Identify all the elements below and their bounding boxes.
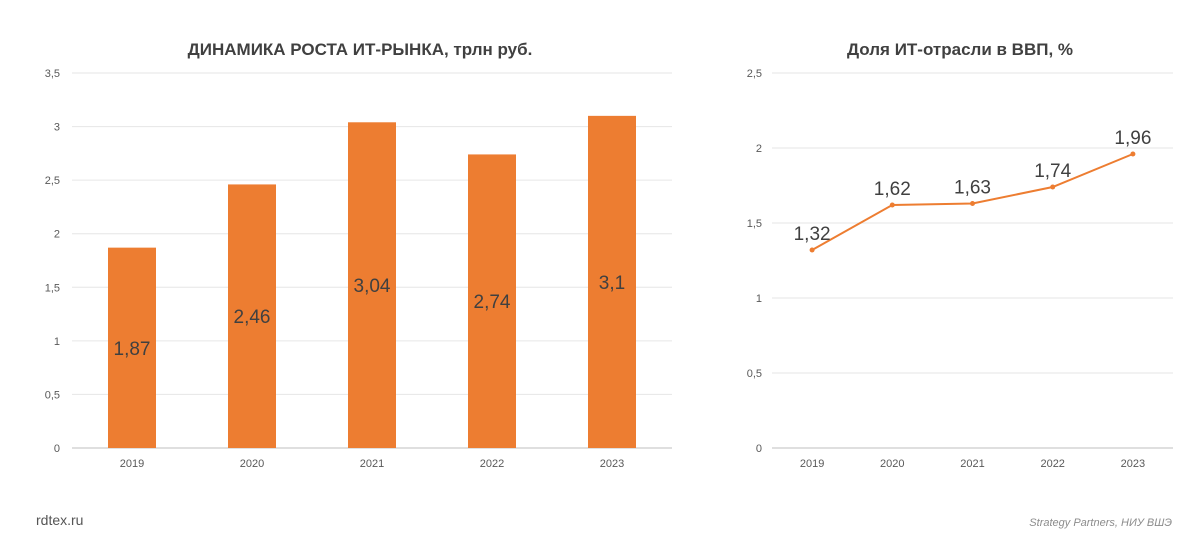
data-label: 1,96 [1114, 128, 1151, 149]
x-tick-label: 2021 [960, 458, 984, 470]
y-tick-label: 1,5 [747, 218, 762, 230]
it-gdp-share-chart: Доля ИТ-отрасли в ВВП, % 0 0,5 1 1,5 2 2,5 1,3… [720, 0, 1200, 555]
x-tick-label: 2020 [240, 458, 264, 470]
y-tick-label: 1 [54, 336, 60, 348]
it-market-growth-chart: ДИНАМИКА РОСТА ИТ-РЫНКА, трлн руб. 0 0,5 1… [45, 40, 672, 470]
data-point [889, 202, 895, 208]
bar [108, 247, 156, 448]
data-label: 1,63 [954, 178, 991, 199]
data-label: 3,1 [599, 273, 625, 294]
data-point [809, 247, 815, 253]
y-tick-label: 0 [54, 443, 60, 455]
x-tick-label: 2021 [360, 458, 384, 470]
bar [468, 154, 516, 448]
y-tick-label: 2 [54, 229, 60, 241]
data-label: 1,87 [114, 339, 151, 360]
y-tick-label: 0,5 [45, 389, 60, 401]
x-tick-label: 2023 [1121, 458, 1145, 470]
y-tick-label: 2 [756, 143, 762, 155]
y-tick-label: 3,5 [45, 68, 60, 80]
y-tick-label: 0,5 [747, 368, 762, 380]
line-chart-svg: 0 0,5 1 1,5 2 2,5 1,32 2019 1,62 2020 1,63 2021 1,74… [747, 68, 1173, 470]
bar [348, 122, 396, 449]
y-tick-label: 3 [54, 122, 60, 134]
data-label: 2,74 [474, 292, 511, 313]
data-label: 1,62 [874, 179, 911, 200]
x-tick-label: 2019 [800, 458, 824, 470]
x-tick-label: 2022 [1040, 458, 1064, 470]
data-label: 2,46 [234, 307, 271, 328]
data-label: 1,74 [1034, 161, 1071, 182]
bar-chart-svg: 0 0,5 1 1,5 2 2,5 3 3,5 1,87 2019 2,46 2020 3,04 2021… [45, 68, 672, 470]
data-label: 3,04 [354, 276, 391, 297]
data-point [1050, 184, 1056, 190]
data-label: 1,32 [794, 224, 831, 245]
y-tick-label: 1 [756, 293, 762, 305]
data-point [970, 201, 975, 206]
site-label: rdtex.ru [36, 512, 84, 528]
chart-title: Доля ИТ-отрасли в ВВП, % [846, 40, 1074, 59]
x-tick-label: 2023 [600, 458, 624, 470]
y-tick-label: 0 [756, 443, 762, 455]
bar [588, 115, 636, 448]
chart-title: ДИНАМИКА РОСТА ИТ-РЫНКА, трлн руб. [187, 40, 533, 59]
x-tick-label: 2019 [120, 458, 144, 470]
bar [228, 184, 276, 448]
y-tick-label: 2,5 [45, 175, 60, 187]
y-tick-label: 1,5 [45, 282, 60, 294]
source-label: Strategy Partners, НИУ ВШЭ [1029, 517, 1172, 529]
x-tick-label: 2020 [880, 458, 904, 470]
x-tick-label: 2022 [480, 458, 504, 470]
data-point [1130, 151, 1136, 157]
y-tick-label: 2,5 [747, 68, 762, 80]
